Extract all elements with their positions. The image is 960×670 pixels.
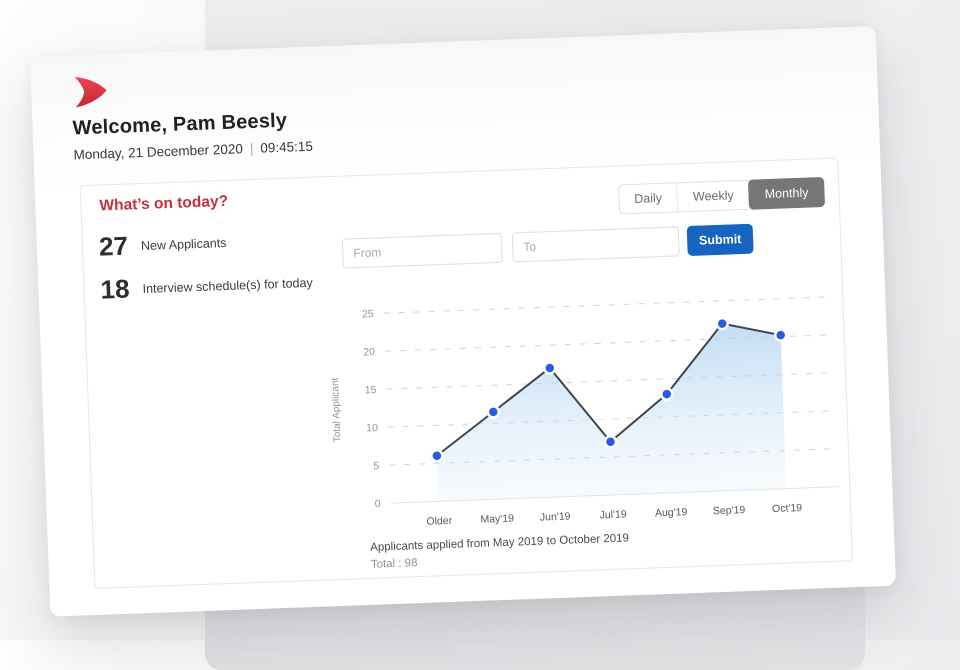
new-applicants-label: New Applicants (140, 235, 227, 253)
date-time-row: Monday, 21 December 2020 | 09:45:15 (73, 139, 313, 163)
stat-new-applicants: 27 New Applicants (98, 223, 329, 262)
dashboard-card: Welcome, Pam Beesly Monday, 21 December … (30, 25, 896, 617)
date-to-input[interactable] (511, 226, 680, 263)
svg-text:20: 20 (363, 346, 375, 358)
svg-text:Jul'19: Jul'19 (599, 508, 627, 521)
svg-text:Oct'19: Oct'19 (772, 502, 803, 515)
submit-button[interactable]: Submit (686, 223, 754, 257)
interviews-label: Interview schedule(s) for today (142, 275, 313, 296)
whats-on-panel: What’s on today? Daily Weekly Monthly 27… (79, 157, 854, 589)
stat-interviews: 18 Interview schedule(s) for today (100, 266, 331, 305)
panel-title: What’s on today? (99, 192, 229, 215)
today-stats: 27 New Applicants 18 Interview schedule(… (98, 223, 331, 317)
svg-text:Total Applicant: Total Applicant (330, 377, 343, 442)
date-text: Monday, 21 December 2020 (73, 141, 244, 163)
svg-text:5: 5 (373, 460, 379, 472)
svg-text:10: 10 (366, 422, 378, 434)
svg-text:0: 0 (375, 498, 381, 510)
chart-total: Total : 98 (370, 557, 418, 571)
new-applicants-count: 27 (98, 230, 129, 262)
date-from-input[interactable] (341, 232, 503, 269)
tab-daily-label: Daily (634, 190, 663, 206)
svg-text:Older: Older (426, 515, 453, 528)
date-time-divider: | (249, 140, 254, 156)
tab-monthly[interactable]: Monthly (748, 176, 826, 210)
svg-text:May'19: May'19 (480, 513, 514, 526)
tab-weekly[interactable]: Weekly (677, 180, 751, 212)
tab-weekly-label: Weekly (692, 188, 735, 204)
brand-logo-icon (74, 77, 107, 108)
tab-daily[interactable]: Daily (618, 183, 679, 214)
svg-text:Sep'19: Sep'19 (713, 504, 746, 517)
time-text: 09:45:15 (260, 138, 314, 156)
interviews-count: 18 (100, 273, 131, 305)
range-tab-group: Daily Weekly Monthly (617, 176, 826, 215)
chart: 0 5 10 15 20 25 Total Applicant Older May'19 Jun'… (330, 296, 841, 528)
svg-text:25: 25 (362, 308, 374, 320)
page-title: Welcome, Pam Beesly (72, 109, 288, 140)
tab-monthly-label: Monthly (764, 185, 809, 202)
svg-text:15: 15 (365, 384, 377, 396)
svg-text:Aug'19: Aug'19 (655, 506, 688, 519)
svg-text:Jun'19: Jun'19 (540, 511, 571, 524)
